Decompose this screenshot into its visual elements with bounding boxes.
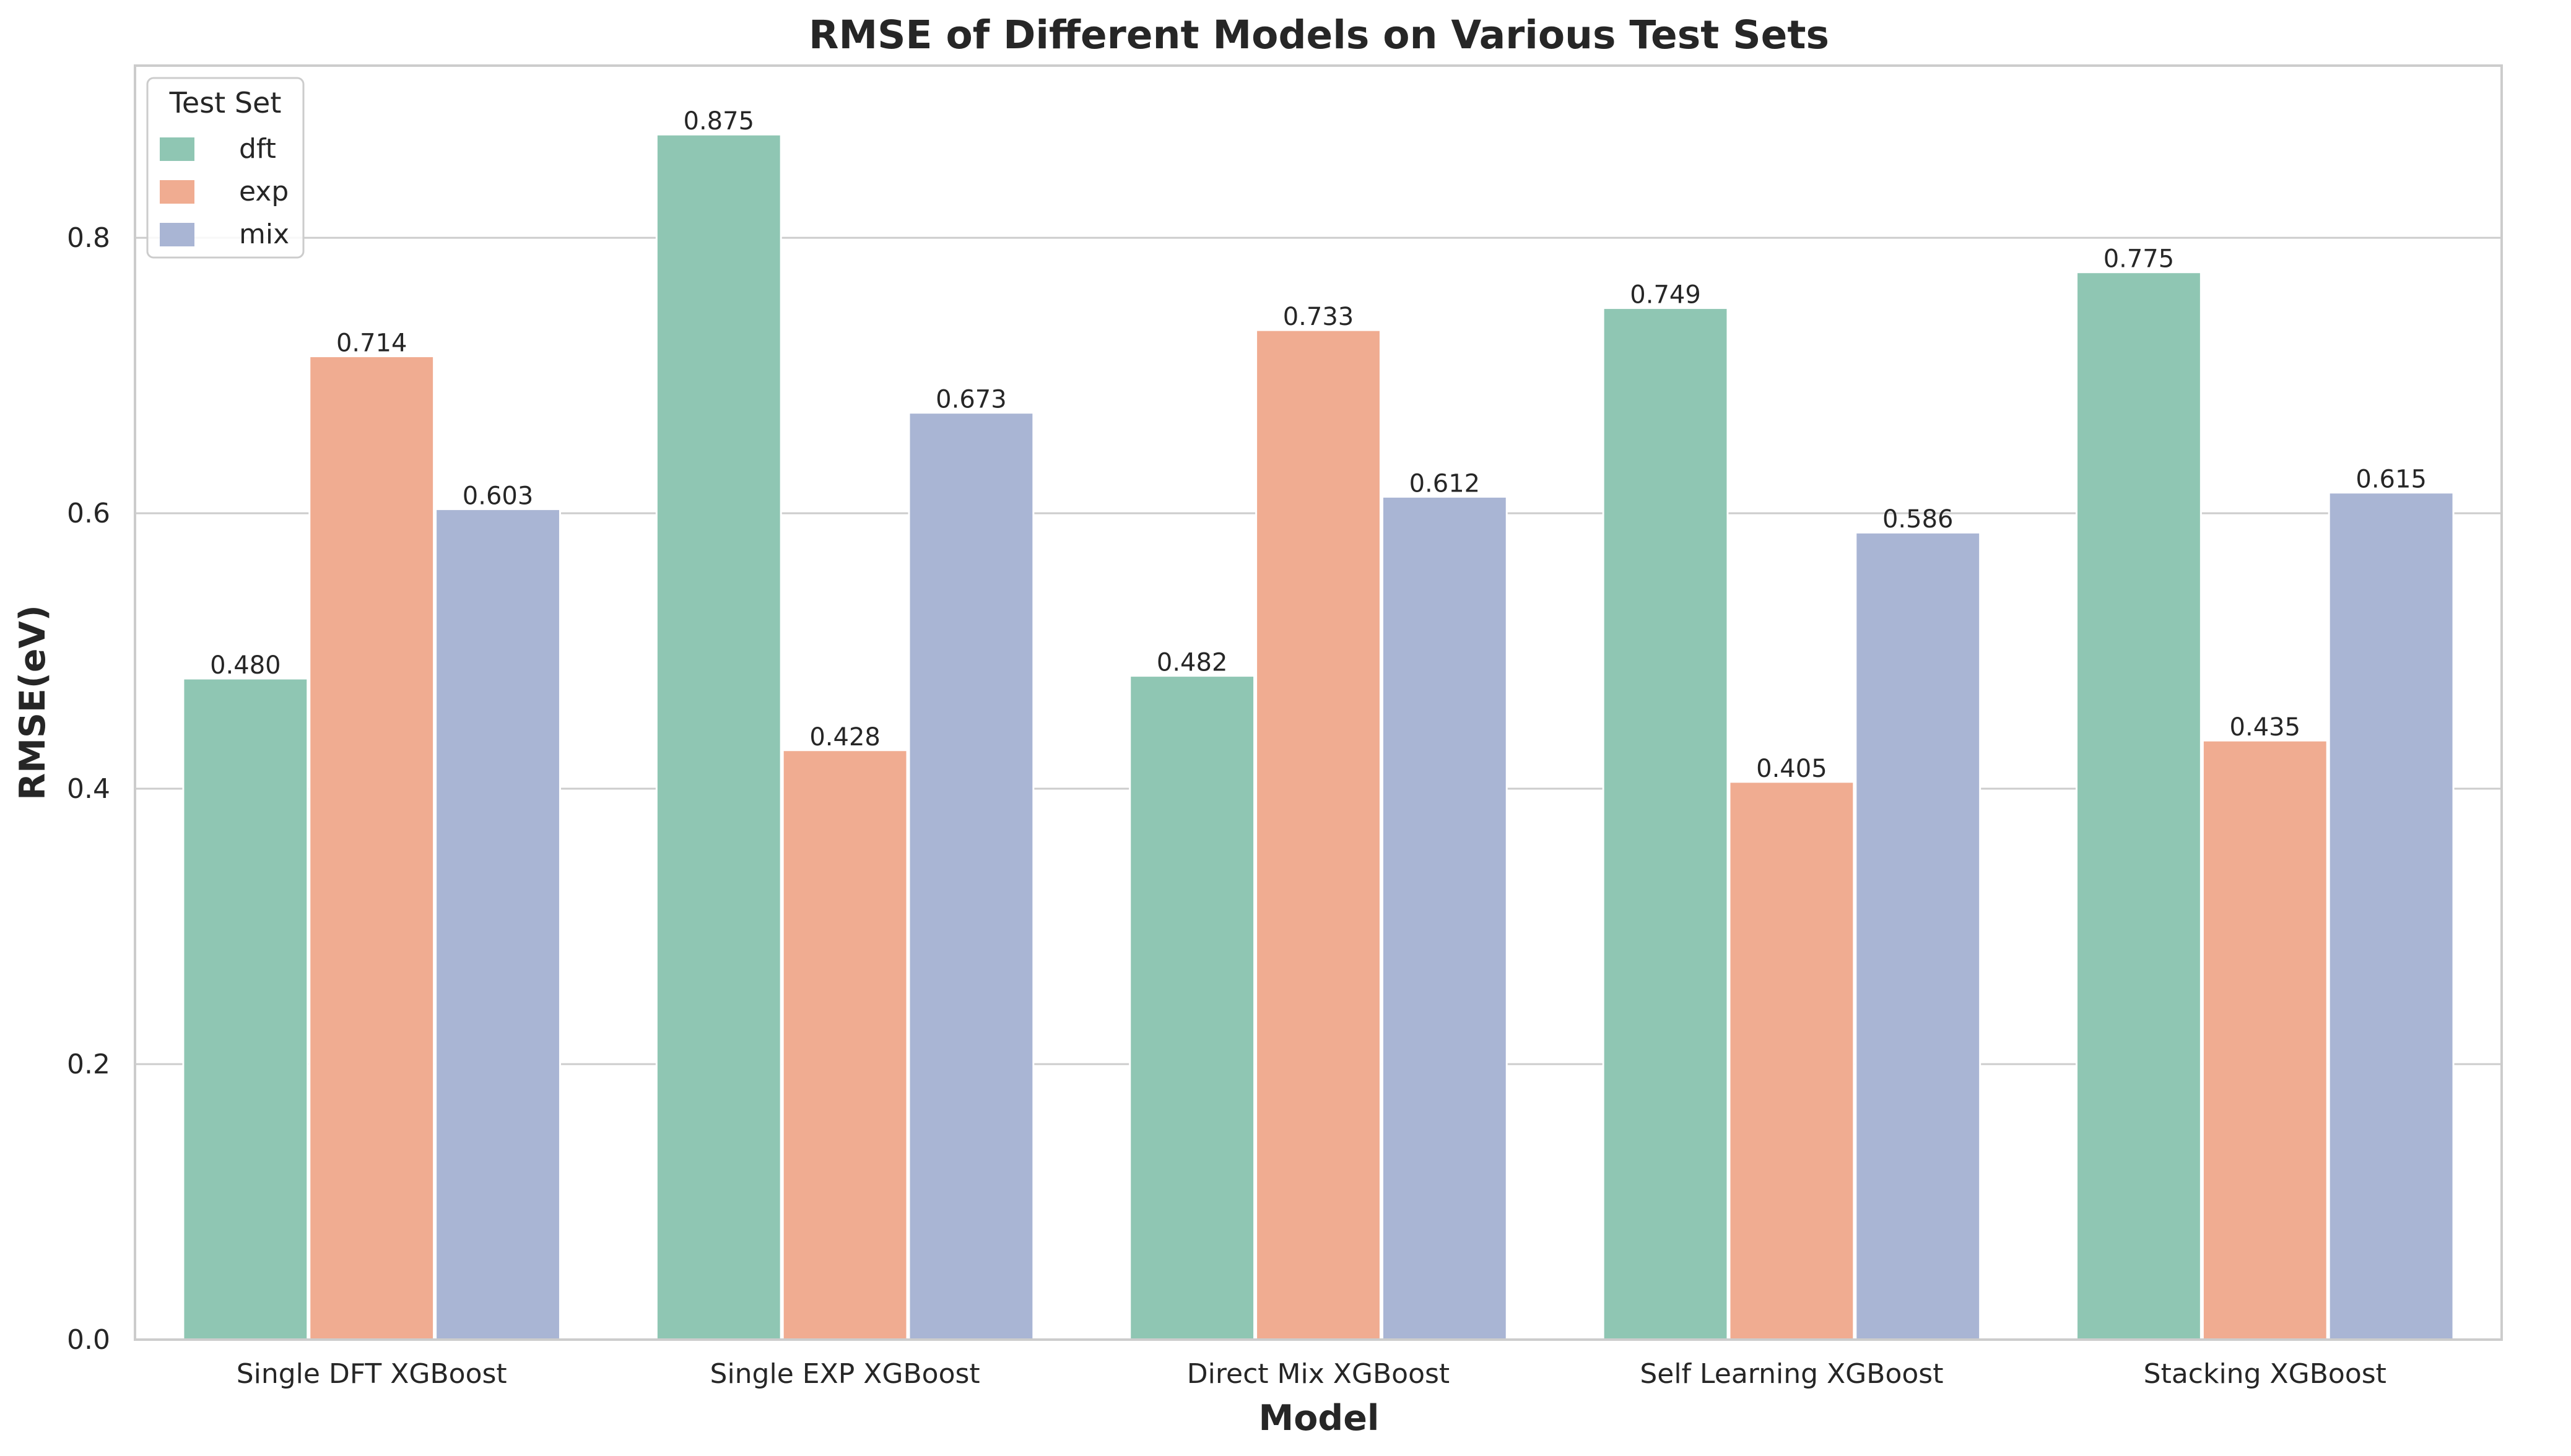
legend-label-dft: dft <box>239 133 276 165</box>
legend-swatch-exp <box>160 180 194 204</box>
bar-mix <box>435 508 561 1341</box>
legend-swatch-dft <box>160 137 194 161</box>
bar-mix <box>908 412 1035 1341</box>
legend-label-mix: mix <box>239 219 289 250</box>
data-label-mix: 0.586 <box>1882 505 1954 534</box>
x-tick-label: Self Learning XGBoost <box>1640 1358 1943 1390</box>
legend-title: Test Set <box>169 86 282 119</box>
bar-exp <box>781 749 908 1341</box>
bar-dft <box>182 677 309 1341</box>
y-tick-label: 0.4 <box>67 773 110 805</box>
bar-mix <box>2328 492 2455 1341</box>
bar-exp <box>2201 739 2328 1341</box>
data-label-dft: 0.875 <box>684 107 755 136</box>
x-tick-label: Stacking XGBoost <box>2144 1358 2386 1390</box>
y-axis-label: RMSE(eV) <box>12 605 53 800</box>
legend: Test Set dft exp mix <box>146 77 305 259</box>
data-label-dft: 0.482 <box>1157 649 1228 677</box>
data-label-mix: 0.615 <box>2356 466 2427 494</box>
bar-dft <box>2076 271 2202 1341</box>
plot-frame <box>134 64 2503 1341</box>
data-label-mix: 0.612 <box>1409 469 1481 498</box>
bar-exp <box>1728 781 1855 1341</box>
legend-label-exp: exp <box>239 176 289 207</box>
data-label-dft: 0.775 <box>2103 245 2175 274</box>
data-label-exp: 0.428 <box>809 723 881 752</box>
y-tick-label: 0.0 <box>67 1324 110 1356</box>
y-tick-label: 0.2 <box>67 1049 110 1080</box>
x-axis-label: Model <box>1259 1398 1380 1439</box>
y-tick-label: 0.8 <box>67 222 110 254</box>
x-tick-label: Single DFT XGBoost <box>237 1358 507 1390</box>
bar-dft <box>655 133 782 1341</box>
bar-mix <box>1381 495 1508 1341</box>
x-tick-labels: Single DFT XGBoost Single EXP XGBoost Dire… <box>237 1358 2386 1390</box>
bars <box>182 133 2455 1341</box>
data-label-dft: 0.749 <box>1630 281 1701 310</box>
legend-entries: dft exp mix <box>160 133 289 250</box>
x-tick-label: Single EXP XGBoost <box>710 1358 980 1390</box>
bar-mix <box>1855 531 1982 1341</box>
data-label-dft: 0.480 <box>210 651 281 680</box>
bar-exp <box>1255 329 1381 1341</box>
bar-exp <box>308 355 435 1341</box>
bar-dft <box>1129 675 1256 1341</box>
data-label-exp: 0.435 <box>2230 713 2301 742</box>
data-label-exp: 0.733 <box>1283 303 1354 331</box>
data-label-exp: 0.405 <box>1756 755 1827 783</box>
bar-dft <box>1602 307 1729 1341</box>
data-label-mix: 0.673 <box>936 386 1007 414</box>
legend-box <box>146 77 305 259</box>
y-tick-labels: 0.0 0.2 0.4 0.6 0.8 <box>67 222 110 1356</box>
x-tick-label: Direct Mix XGBoost <box>1187 1358 1450 1390</box>
chart-title: RMSE of Different Models on Various Test… <box>809 12 1829 58</box>
data-labels: 0.480 0.714 0.603 0.875 0.428 0.673 0.482 0.733… <box>210 107 2427 783</box>
data-label-exp: 0.714 <box>336 329 407 357</box>
y-tick-label: 0.6 <box>67 498 110 529</box>
data-label-mix: 0.603 <box>463 482 534 510</box>
legend-swatch-mix <box>160 223 194 246</box>
